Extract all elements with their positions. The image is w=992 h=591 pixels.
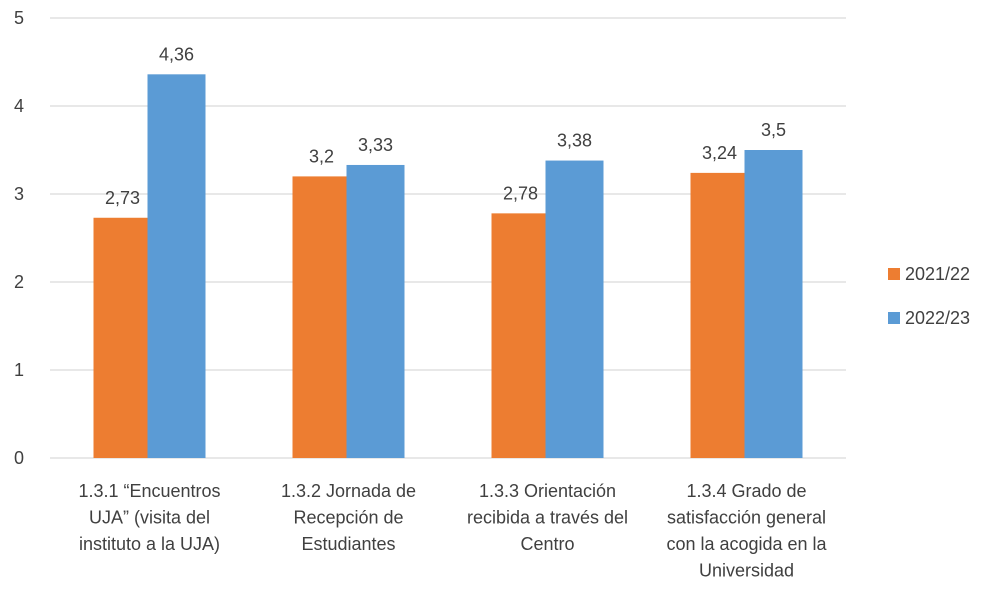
y-tick-label: 4 (14, 96, 24, 116)
legend-swatch (888, 268, 900, 280)
x-tick-label: 1.3.1 “Encuentros UJA” (visita del institu… (78, 481, 220, 554)
bar-2022-23-cat1 (147, 74, 206, 458)
y-axis: 0 1 2 3 4 5 (14, 8, 24, 468)
data-label: 3,33 (358, 135, 393, 155)
y-tick-label: 2 (14, 272, 24, 292)
x-tick-label: 1.3.3 Orientación recibida a través del Ce… (467, 481, 628, 554)
bar-2021-22-cat4 (690, 172, 749, 458)
data-label: 3,24 (702, 143, 737, 163)
x-axis: 1.3.1 “Encuentros UJA” (visita del institu… (78, 481, 827, 581)
data-label: 3,2 (309, 146, 334, 166)
x-tick-label: 1.3.2 Jornada de Recepción de Estudiantes (281, 481, 416, 554)
legend-swatch (888, 312, 900, 324)
bar-2021-22-cat3 (491, 213, 550, 458)
data-label: 3,5 (761, 120, 786, 140)
y-tick-label: 1 (14, 360, 24, 380)
legend-label: 2021/22 (905, 264, 970, 284)
bar-2021-22-cat2 (292, 176, 351, 458)
bar-2021-22-cat1 (93, 217, 152, 458)
data-label: 2,73 (105, 188, 140, 208)
y-tick-label: 5 (14, 8, 24, 28)
legend: 2021/22 2022/23 (888, 264, 970, 328)
legend-label: 2022/23 (905, 308, 970, 328)
data-labels: 2,73 4,36 3,2 3,33 2,78 3,38 3,24 3,5 (105, 44, 786, 207)
bar-2022-23-cat3 (545, 160, 604, 458)
x-tick-label: 1.3.4 Grado de satisfacción general con la… (666, 481, 827, 581)
bar-2022-23-cat4 (744, 150, 803, 458)
bar-2022-23-cat2 (346, 164, 405, 458)
y-tick-label: 0 (14, 448, 24, 468)
bars (93, 74, 803, 458)
data-label: 3,38 (557, 131, 592, 151)
data-label: 4,36 (159, 44, 194, 64)
data-label: 2,78 (503, 183, 538, 203)
y-tick-label: 3 (14, 184, 24, 204)
